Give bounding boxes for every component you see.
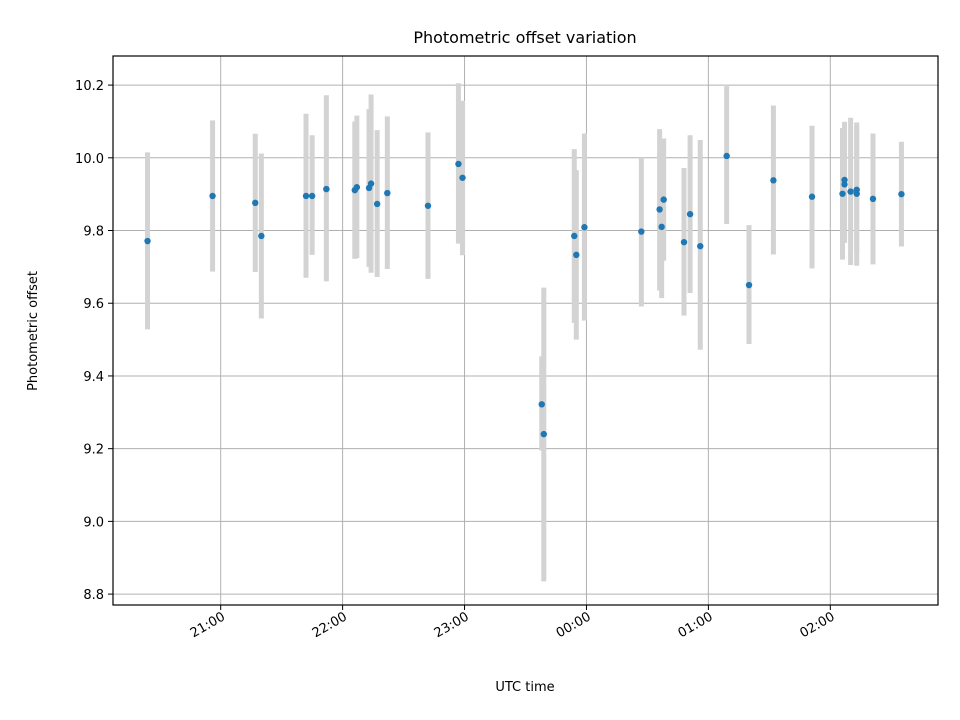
data-point	[424, 202, 432, 209]
data-point	[847, 188, 854, 195]
data-point	[638, 228, 645, 235]
data-point	[745, 281, 753, 289]
data-point	[373, 200, 381, 208]
data-point	[658, 223, 665, 231]
data-point	[697, 242, 704, 250]
y-tick-label: 10.2	[75, 79, 104, 94]
data-point	[459, 174, 466, 181]
data-point	[540, 430, 547, 438]
data-point	[353, 184, 361, 191]
data-point	[869, 195, 877, 203]
y-tick-label: 9.6	[83, 297, 104, 312]
data-point	[839, 190, 846, 197]
data-point	[209, 192, 216, 200]
marker-layer	[144, 152, 905, 438]
data-point	[723, 152, 730, 160]
data-point	[308, 192, 316, 200]
data-point	[323, 185, 330, 193]
data-point	[258, 232, 265, 240]
data-point	[808, 193, 816, 200]
y-tick-label: 10.0	[75, 152, 104, 167]
data-point	[538, 401, 545, 408]
y-tick-label: 9.8	[83, 225, 104, 240]
data-point	[656, 206, 663, 213]
data-point	[455, 160, 462, 168]
data-point	[573, 251, 580, 259]
data-point	[770, 177, 777, 184]
data-point	[841, 181, 848, 188]
y-tick-label: 9.2	[83, 443, 104, 458]
y-axis-label: Photometric offset	[26, 271, 41, 391]
plot-frame	[112, 55, 939, 606]
data-point	[571, 232, 578, 240]
data-point	[144, 237, 151, 245]
data-point	[367, 180, 375, 187]
data-point	[660, 196, 667, 203]
chart-title: Photometric offset variation	[413, 28, 636, 47]
data-point	[898, 190, 905, 198]
data-point	[686, 210, 694, 218]
data-point	[302, 192, 310, 200]
data-point	[853, 186, 860, 193]
y-tick-label: 9.4	[83, 370, 104, 385]
y-tick-label: 8.8	[83, 588, 104, 603]
y-tick-label: 9.0	[83, 515, 104, 530]
y-axis-ticks: 8.8 9.0 9.2 9.4 9.6 9.8 10.0 10.2	[75, 79, 113, 603]
data-point	[581, 224, 588, 231]
data-point	[680, 238, 688, 246]
x-axis-label: UTC time	[495, 680, 554, 695]
data-point	[252, 199, 259, 207]
data-point	[384, 189, 391, 197]
grid-lines	[113, 56, 938, 605]
